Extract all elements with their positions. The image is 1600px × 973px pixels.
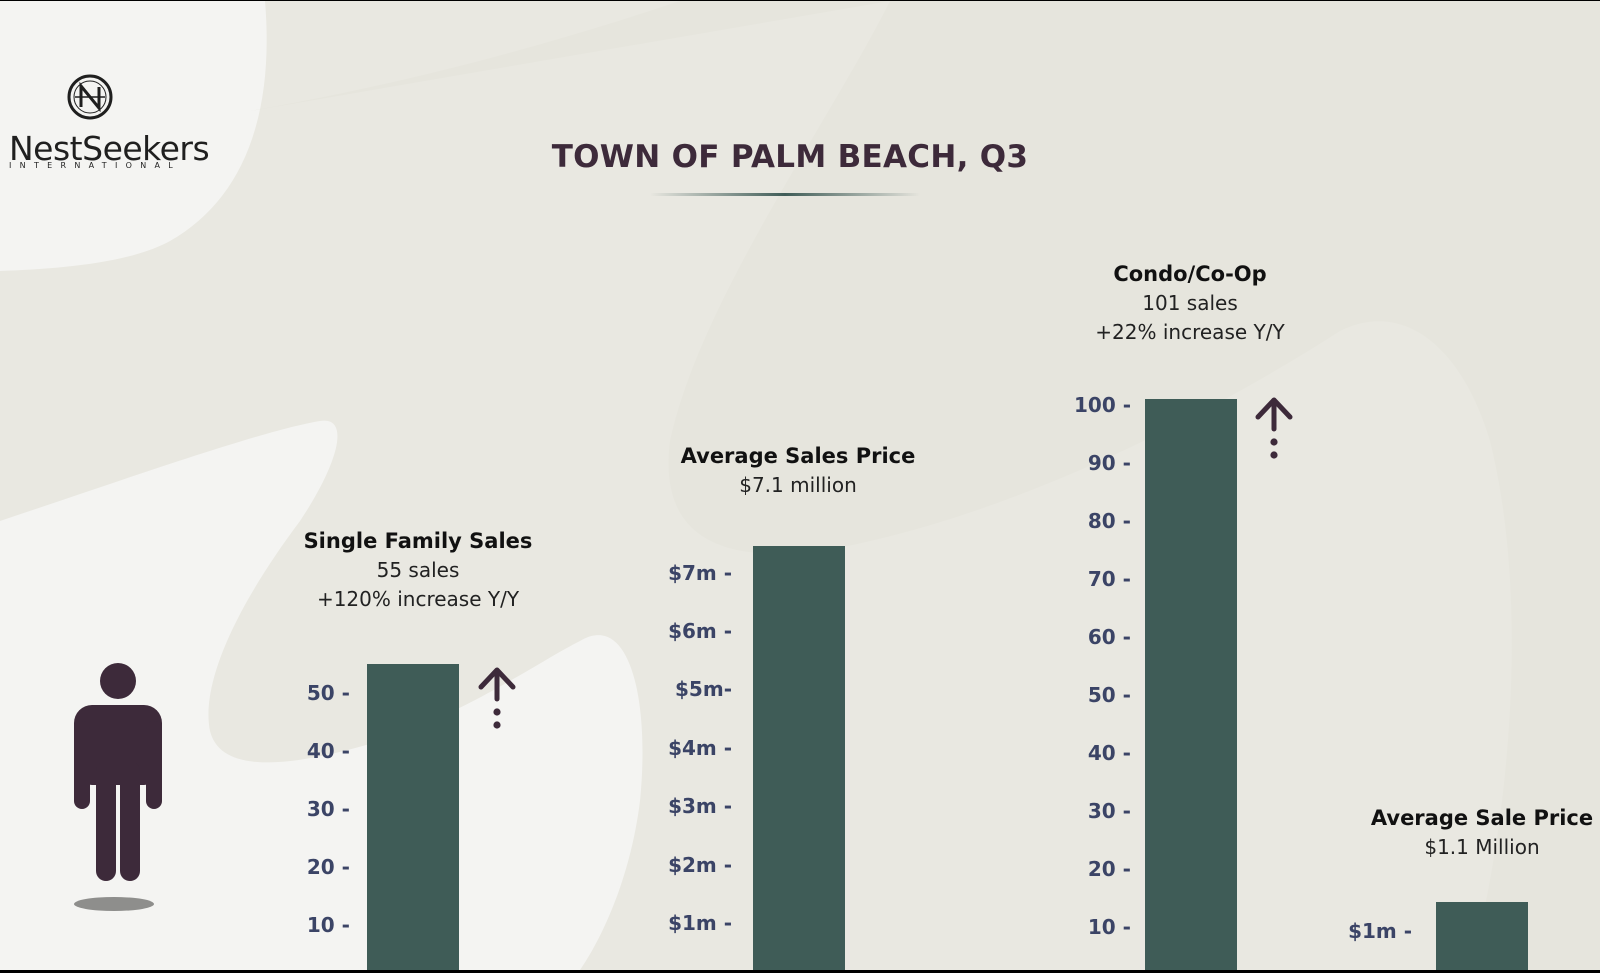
chart-3-ytick: 20 - <box>1087 857 1131 881</box>
chart-1-subtitle: 55 sales <box>376 558 460 582</box>
chart-4-title: Average Sale Price <box>1370 806 1594 830</box>
chart-3-ytick: 30 - <box>1087 799 1131 823</box>
chart-2-ytick: $5m- <box>675 677 732 702</box>
title-underline <box>650 193 920 196</box>
arrow-up-dotted-icon <box>1255 397 1293 459</box>
bg-blob-left <box>0 420 643 970</box>
chart-2-title: Average Sales Price <box>680 444 916 468</box>
chart-1-ytick: 10 - <box>306 913 350 937</box>
person-icon <box>74 663 162 911</box>
chart-1-title: Single Family Sales <box>303 529 533 553</box>
chart-3-bar <box>1145 399 1237 970</box>
brand-name: NestSeekers <box>9 129 210 168</box>
chart-3-ytick: 60 - <box>1087 625 1131 649</box>
chart-2-ytick: $4m - <box>668 735 732 760</box>
chart-2-ytick: $7m - <box>668 560 732 585</box>
chart-4-bar <box>1436 902 1528 970</box>
chart-2-ytick: $2m - <box>668 852 732 877</box>
chart-3-ytick: 70 - <box>1087 567 1131 591</box>
chart-1-ytick: 30 - <box>306 797 350 821</box>
page-title: TOWN OF PALM BEACH, Q3 <box>551 139 1029 175</box>
chart-3-ytick: 10 - <box>1087 915 1131 939</box>
chart-1-ytick: 50 - <box>306 681 350 705</box>
bg-blob-top-left <box>0 1 267 271</box>
nestseekers-logo-icon[interactable] <box>66 73 114 121</box>
chart-1-subtitle: +120% increase Y/Y <box>316 587 520 611</box>
chart-3-ytick: 40 - <box>1087 741 1131 765</box>
chart-3-subtitle: +22% increase Y/Y <box>1095 320 1285 344</box>
chart-2-ytick: $6m - <box>668 619 732 643</box>
brand-tagline: INTERNATIONAL <box>9 161 182 170</box>
chart-3-title: Condo/Co-Op <box>1113 262 1267 286</box>
chart-1-ytick: 20 - <box>306 855 350 879</box>
chart-3-ytick: 90 - <box>1087 451 1131 475</box>
chart-3-ytick: 80 - <box>1087 509 1131 533</box>
chart-2-ytick: $1m - <box>668 911 732 935</box>
chart-1-ytick: 40 - <box>306 739 350 763</box>
chart-2-ytick: $3m - <box>668 794 732 819</box>
chart-3-ytick: 100 - <box>1073 393 1131 417</box>
chart-2-subtitle: $7.1 million <box>739 473 857 497</box>
chart-4-ytick: $1m - <box>1348 919 1412 943</box>
chart-3-subtitle: 101 sales <box>1142 291 1238 315</box>
chart-1-bar <box>367 664 459 970</box>
arrow-up-dotted-icon <box>478 667 516 729</box>
chart-4-subtitle: $1.1 Million <box>1424 835 1540 859</box>
chart-3-ytick: 50 - <box>1087 683 1131 707</box>
chart-2-bar <box>753 546 845 970</box>
bg-blob-top-right <box>250 1 1600 970</box>
